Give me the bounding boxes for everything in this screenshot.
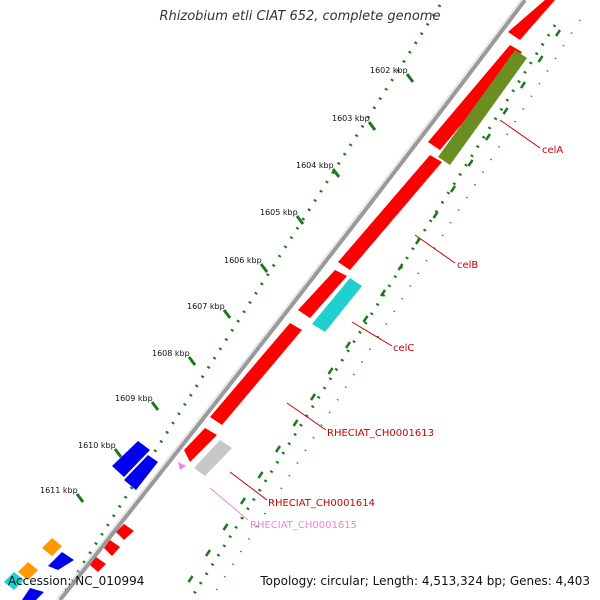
gene-blue-3[interactable] [48, 552, 74, 570]
minor-tick [467, 159, 474, 167]
label-rheciat-ch0001613: RHECIAT_CH0001613 [327, 428, 434, 439]
accession-text: Accession: NC_010994 [8, 574, 145, 588]
minor-tick [379, 289, 387, 297]
gene-orange-2[interactable] [18, 562, 38, 580]
tick-mark [113, 448, 123, 458]
label-rheciat-ch0001615: RHECIAT_CH0001615 [250, 520, 357, 531]
gene-red-small-2[interactable] [104, 540, 120, 556]
label-cela: celA [542, 145, 563, 156]
minor-tick [309, 393, 317, 401]
gene-rheciat-ch0001614[interactable] [194, 440, 232, 476]
tick-mark [187, 356, 197, 366]
minor-tick [362, 315, 369, 323]
minor-tick [292, 419, 299, 427]
tick-mark [222, 309, 232, 319]
map-title: Rhizobium etli CIAT 652, complete genome [159, 9, 441, 24]
minor-tick [187, 575, 194, 583]
tick-mark [259, 263, 269, 273]
tick-label: 1602 kbp [370, 66, 408, 75]
tick-mark [75, 493, 85, 503]
label-rheciat-ch0001614: RHECIAT_CH0001614 [268, 498, 375, 509]
tick-label: 1607 kbp [187, 302, 225, 311]
gene-blue-4[interactable] [22, 588, 44, 600]
minor-tick [239, 497, 247, 505]
inner-tick-ring-2 [209, 19, 581, 600]
minor-tick [257, 471, 264, 479]
minor-tick [414, 237, 422, 245]
gene-blue-1[interactable] [112, 441, 150, 477]
tick-labels: 1602 kbp 1603 kbp 1604 kbp 1605 kbp 1606 kbp… [40, 66, 408, 495]
tick-label: 1605 kbp [260, 208, 298, 217]
gene-red-small-1[interactable] [116, 524, 134, 540]
minor-tick [274, 445, 282, 453]
gene-rheciat-ch0001615[interactable] [178, 462, 186, 470]
minor-tick [519, 81, 527, 89]
minor-tick [432, 211, 439, 219]
leader-rheciat-ch0001614 [229, 471, 268, 501]
tick-mark [405, 73, 415, 83]
gene-rheciat-ch0001613[interactable] [184, 428, 217, 462]
minor-tick [484, 133, 492, 141]
label-celc: celC [393, 343, 414, 354]
minor-tick [502, 107, 509, 115]
gene-blue-2[interactable] [124, 455, 158, 490]
gene-cyan-small[interactable] [4, 572, 24, 590]
leader-celc [351, 321, 393, 347]
tick-label: 1606 kbp [224, 256, 262, 265]
minor-tick [537, 55, 544, 63]
gene-orange-1[interactable] [42, 538, 62, 556]
minor-tick [222, 523, 229, 531]
gene-track-forward [184, 0, 555, 462]
tick-mark [331, 168, 341, 178]
tick-label: 1604 kbp [296, 161, 334, 170]
genome-backbone-highlight [55, 0, 522, 600]
tick-mark [367, 121, 377, 131]
label-celb: celB [457, 260, 478, 271]
minor-tick [554, 29, 562, 37]
minor-tick [344, 341, 352, 349]
tick-label: 1608 kbp [152, 349, 190, 358]
outer-tick-ring [58, 4, 442, 600]
gene-celc-neighbor[interactable] [210, 323, 302, 425]
genome-summary-text: Topology: circular; Length: 4,513,324 bp… [260, 574, 590, 588]
gene-red-mid[interactable] [298, 270, 347, 318]
genome-backbone [58, 0, 527, 600]
leader-rheciat-ch0001615 [209, 487, 249, 521]
minor-tick [449, 185, 457, 193]
gene-celb[interactable] [338, 155, 442, 270]
tick-label: 1603 kbp [332, 114, 370, 123]
tick-mark [295, 215, 305, 225]
leader-celb [414, 234, 456, 264]
gene-celc[interactable] [312, 278, 362, 332]
leader-rheciat-ch0001613 [286, 402, 327, 431]
gene-red-top[interactable] [508, 0, 555, 40]
leader-cela [499, 119, 541, 149]
tick-mark [150, 401, 160, 411]
minor-tick [397, 263, 404, 271]
gene-cela[interactable] [438, 50, 527, 165]
tick-marks [75, 73, 415, 503]
gene-red-small-3[interactable] [90, 557, 106, 572]
tick-label: 1609 kbp [115, 394, 153, 403]
inner-minor-ticks [187, 29, 562, 583]
tick-label: 1610 kbp [78, 441, 116, 450]
tick-label: 1611 kbp [40, 486, 78, 495]
minor-tick [327, 367, 334, 375]
gene-cela-neighbor[interactable] [428, 45, 522, 150]
minor-tick [204, 549, 212, 557]
